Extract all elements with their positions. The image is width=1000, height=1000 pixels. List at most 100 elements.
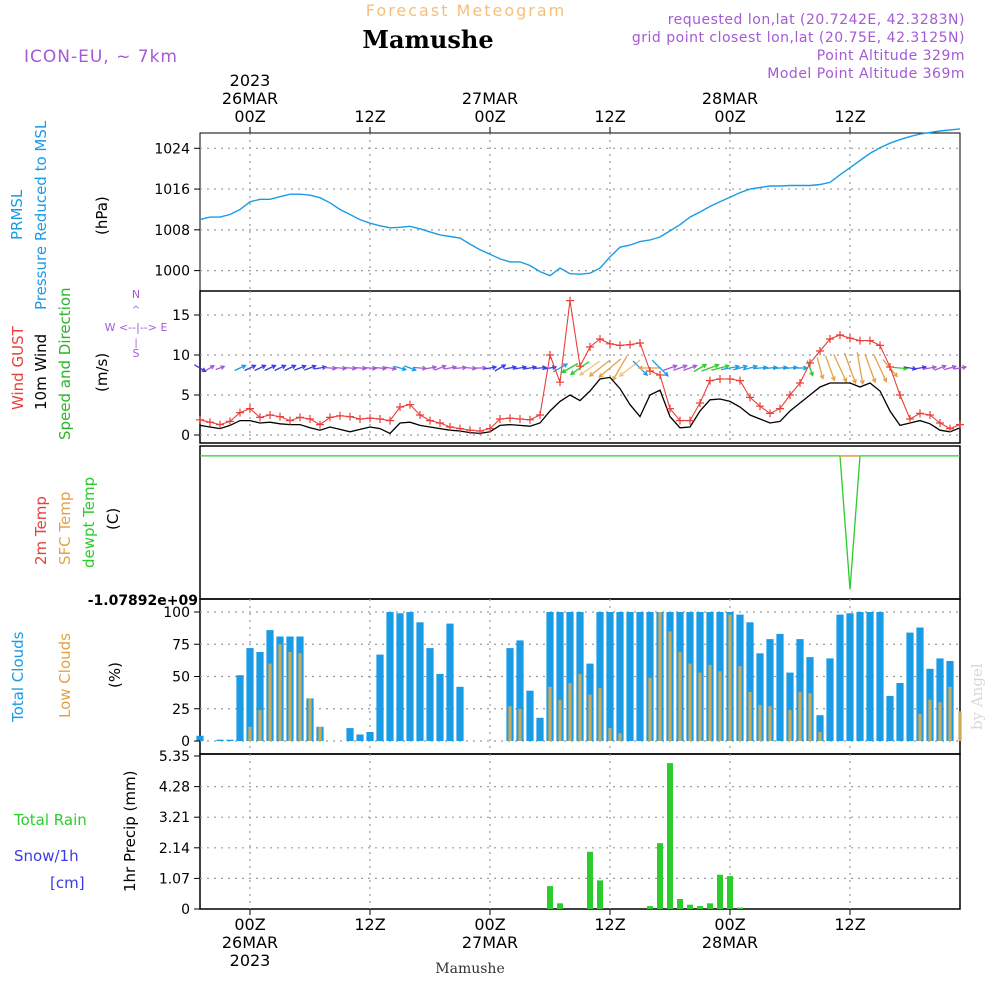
pressure-msl-label: Pressure Reduced to MSL — [32, 120, 50, 310]
wind-arrow-head — [531, 365, 538, 371]
wind-gust-marker — [726, 375, 734, 383]
clouds-ytick-label: 25 — [172, 702, 190, 718]
compass-ne-marker: ^ — [132, 305, 140, 316]
wind-arrow-head — [931, 365, 938, 371]
total-cloud-bar — [906, 632, 914, 741]
wind-arrow-head — [961, 365, 968, 371]
dewpt-temp-label: dewpt Temp — [80, 477, 98, 568]
wind-arrow — [762, 366, 778, 370]
total-cloud-bar — [456, 686, 464, 741]
wind-gust-marker — [596, 335, 604, 343]
wind-arrow — [833, 354, 847, 382]
wind-gust-marker — [466, 426, 474, 435]
pressure-ytick-label: 1000 — [154, 264, 190, 280]
precip-bars — [547, 763, 743, 909]
wind-arrow-head — [501, 364, 507, 369]
total-cloud-bar — [366, 732, 374, 741]
wind-gust-marker — [396, 403, 404, 411]
total-cloud-bar — [246, 648, 254, 741]
temp-unit-label: (C) — [104, 508, 122, 530]
wind-gust-marker — [476, 427, 484, 435]
wind-gust-marker — [686, 416, 694, 425]
wind-arrow-head — [251, 364, 257, 370]
precip-ytick-label: 0 — [181, 902, 190, 918]
wind-gust-marker — [506, 414, 514, 423]
wind-gust-marker — [276, 412, 284, 421]
total-cloud-bar — [756, 653, 764, 741]
low-cloud-bar — [588, 694, 592, 741]
wind-arrow — [353, 366, 367, 370]
low-cloud-bar — [618, 733, 622, 741]
low-cloud-bar — [298, 653, 302, 741]
wind-gust-marker — [606, 339, 614, 348]
wind-gust-marker — [856, 336, 864, 345]
pressure-series — [199, 128, 961, 277]
wind-gust-marker — [766, 409, 774, 418]
wind-arrow — [294, 365, 306, 371]
wind-arrow-head — [491, 365, 498, 371]
cloud-labels: Total Clouds Low Clouds (%) — [9, 631, 124, 723]
wind-gust-marker — [556, 378, 564, 387]
wind-arrow — [423, 366, 437, 370]
low-cloud-bar — [728, 614, 732, 741]
wind-gust-marker — [836, 331, 844, 339]
clouds-ytick-label: 100 — [163, 605, 190, 621]
top-time-label: 00Z — [714, 107, 745, 126]
wind-arrow-head — [742, 364, 749, 370]
wind-gust-marker — [796, 379, 804, 387]
rain-bar — [697, 906, 703, 909]
total-cloud-bar — [896, 683, 904, 741]
wind-arrow — [443, 366, 457, 370]
wind-arrow — [663, 364, 677, 372]
wind-arrow — [394, 365, 406, 371]
precip-gridlines — [200, 754, 960, 909]
wind-arrow — [304, 365, 316, 371]
wind-gust-marker — [746, 393, 754, 402]
wind-ytick-label: 10 — [172, 348, 190, 364]
wind-gust-marker — [676, 416, 684, 425]
clouds-ytick-label: 0 — [181, 734, 190, 750]
total-cloud-bar — [796, 639, 804, 741]
pressure-panel: 1000 1008 1016 1024 — [154, 128, 961, 292]
wind-arrow-head — [241, 364, 247, 370]
low-cloud-bar — [578, 673, 582, 741]
wind-gust-marker — [816, 347, 824, 355]
precip-ytick-label: 4.28 — [159, 780, 190, 796]
wind-gust-marker — [896, 391, 904, 399]
wind-arrow-head — [342, 365, 348, 371]
total-cloud-bar — [346, 728, 354, 741]
wind-arrow — [651, 359, 669, 377]
wind-arrow — [589, 359, 611, 377]
wind-arrow — [673, 364, 687, 372]
total-cloud-bar — [566, 612, 574, 741]
wind-arrow — [513, 366, 527, 370]
wind-gust-marker — [286, 416, 294, 425]
total-cloud-bar — [386, 612, 394, 741]
prmsl-label: PRMSL — [8, 189, 26, 240]
low-cloud-bar — [748, 692, 752, 741]
cloud-bars — [196, 612, 962, 742]
total-cloud-bar — [606, 612, 614, 741]
top-time-label: 26MAR — [222, 89, 278, 108]
wind-arrow — [843, 352, 857, 384]
wind-arrow — [752, 366, 768, 370]
wind-arrow — [953, 366, 967, 370]
wind-arrow — [313, 366, 327, 370]
wind-gust-marker — [326, 413, 334, 422]
top-time-label: 12Z — [354, 107, 385, 126]
wind-gust-marker — [696, 399, 704, 407]
wind-gust-marker — [876, 341, 884, 350]
low-cloud-bar — [308, 698, 312, 741]
wind-arrow — [864, 353, 876, 383]
wind-arrow-head — [859, 379, 865, 386]
total-cloud-bar — [816, 715, 824, 741]
wind-arrow — [543, 366, 557, 370]
chart-subtitle: Forecast Meteogram — [366, 1, 566, 20]
low-cloud-bar — [598, 688, 602, 741]
wind-gust-marker — [306, 415, 314, 423]
wind-gust-marker — [886, 363, 894, 371]
wind-arrow-head — [643, 371, 649, 377]
wind-gust-marker — [416, 411, 424, 419]
wind-arrow — [254, 364, 266, 372]
